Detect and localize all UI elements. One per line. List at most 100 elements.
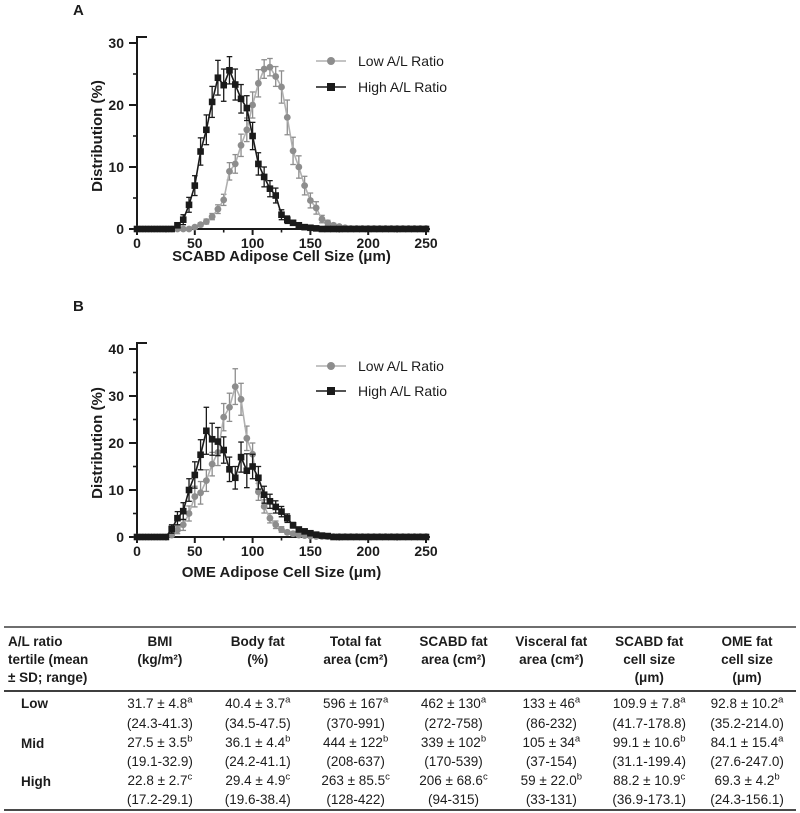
data-point-square	[185, 201, 193, 209]
data-point-circle	[307, 197, 314, 204]
data-point-square	[203, 126, 210, 134]
tertile-label: Low	[21, 696, 48, 712]
panel-b-label: B	[73, 298, 84, 315]
x-tick-label: 250	[414, 235, 438, 251]
range-value: (24.3-41.3)	[126, 715, 193, 731]
data-point-square	[405, 225, 412, 233]
range-value: (86-232)	[525, 715, 577, 731]
x-tick-label: 150	[299, 235, 323, 251]
data-point-square	[162, 533, 170, 541]
y-tick-label: 20	[108, 435, 124, 451]
data-point-square	[226, 466, 233, 473]
legend-label: High A/L Ratio	[358, 383, 447, 399]
data-point-square	[272, 503, 280, 511]
data-point-square	[364, 533, 372, 541]
data-point-square	[364, 225, 372, 233]
range-value: (37-154)	[525, 753, 577, 769]
significance-superscript: a	[187, 694, 193, 706]
data-point-square	[370, 533, 378, 541]
significance-superscript: a	[778, 733, 784, 745]
data-point-square	[255, 474, 262, 482]
data-point-square	[266, 185, 274, 192]
data-point-circle	[254, 488, 262, 496]
data-point-square	[324, 532, 332, 540]
data-point-circle	[260, 503, 268, 510]
header-row: A/L ratio tertile (mean ± SD; range) BMI …	[4, 627, 796, 693]
significance-superscript: a	[574, 733, 581, 745]
x-tick-label: 50	[187, 235, 203, 251]
data-point-square	[156, 225, 164, 233]
value-cell: 27.5 ± 3.5b (19.1-32.9)	[111, 733, 209, 771]
mean-value: 105 ± 34a	[522, 733, 581, 750]
tertile-label: High	[21, 774, 51, 790]
significance-superscript: b	[576, 771, 583, 783]
value-cell: 109.9 ± 7.8a (41.7-178.8)	[600, 691, 698, 732]
series-high-a-l-ratio	[133, 406, 430, 541]
data-point-square	[203, 427, 210, 435]
data-point-circle	[278, 83, 285, 91]
data-point-circle	[226, 403, 233, 411]
mean-value: 22.8 ± 2.7c	[127, 771, 193, 789]
data-point-square	[174, 514, 181, 522]
data-point-square	[151, 225, 158, 233]
value-cell: 462 ± 130a (272-758)	[405, 691, 503, 732]
data-point-square	[307, 224, 314, 232]
data-point-square	[341, 225, 349, 233]
series-high-a-l-ratio	[133, 55, 430, 233]
data-point-circle	[220, 196, 228, 204]
legend-marker-circle	[327, 362, 335, 370]
data-point-square	[191, 471, 199, 479]
table-row: High 22.8 ± 2.7c (17.2-29.1) 29.4 ± 4.9c (19…	[4, 771, 796, 810]
data-point-square	[370, 225, 378, 233]
data-point-square	[336, 533, 343, 541]
value-cell: 40.4 ± 3.7a (34.5-47.5)	[209, 691, 307, 732]
data-point-circle	[179, 521, 187, 529]
data-point-square	[145, 225, 152, 233]
results-table-header: A/L ratio tertile (mean ± SD; range) BMI …	[4, 627, 796, 693]
mean-value: 29.4 ± 4.9c	[225, 771, 291, 789]
data-point-circle	[312, 204, 320, 212]
x-tick-label: 150	[299, 543, 323, 559]
value-cell: 59 ± 22.0b (33-131)	[502, 771, 600, 810]
significance-superscript: a	[680, 694, 686, 706]
range-value: (94-315)	[427, 792, 479, 808]
data-point-square	[260, 173, 268, 181]
value-cell: 92.8 ± 10.2a (35.2-214.0)	[698, 691, 796, 732]
significance-superscript: a	[778, 694, 784, 706]
data-point-square	[260, 491, 268, 498]
data-point-circle	[202, 477, 210, 484]
mean-value: 462 ± 130a	[420, 694, 487, 712]
data-point-square	[226, 66, 233, 74]
data-point-circle	[220, 413, 228, 421]
data-point-square	[330, 225, 337, 233]
mean-value: 133 ± 46a	[522, 694, 581, 712]
data-point-circle	[278, 526, 285, 533]
data-point-circle	[208, 460, 216, 468]
data-point-circle	[231, 160, 239, 168]
data-point-square	[214, 438, 222, 445]
significance-superscript: b	[774, 771, 780, 783]
legend-marker-square	[327, 83, 335, 91]
y-axis-label: Distribution (%)	[89, 80, 106, 192]
range-value: (24.2-41.1)	[224, 753, 291, 769]
column-header: A/L ratio tertile (mean ± SD; range)	[4, 627, 111, 693]
data-point-square	[376, 533, 384, 541]
tertile-label: Mid	[21, 735, 45, 751]
data-point-square	[399, 225, 407, 233]
table-row: Mid 27.5 ± 3.5b (19.1-32.9) 36.1 ± 4.4b (24.…	[4, 733, 796, 771]
data-point-square	[405, 533, 412, 541]
range-value: (24.3-156.1)	[710, 792, 784, 808]
data-point-square	[220, 446, 227, 454]
data-point-square	[191, 182, 199, 189]
mean-value: 84.1 ± 15.4a	[710, 733, 784, 750]
data-point-square	[399, 533, 407, 541]
significance-superscript: b	[480, 733, 487, 745]
data-point-square	[197, 451, 204, 459]
data-point-circle	[226, 167, 233, 175]
range-value: (208-637)	[326, 753, 385, 769]
data-point-square	[307, 529, 314, 537]
range-value: (35.2-214.0)	[710, 715, 784, 731]
data-point-square	[393, 225, 401, 233]
results-table-body: Low 31.7 ± 4.8a (24.3-41.3) 40.4 ± 3.7a (34.…	[4, 691, 796, 810]
